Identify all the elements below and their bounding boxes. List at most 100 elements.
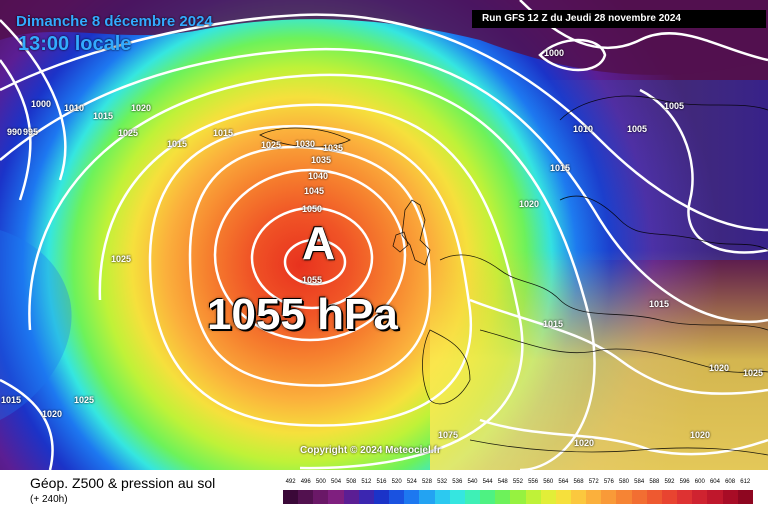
scale-tick-label: 556 xyxy=(528,479,539,485)
isobar-label: 1055 xyxy=(302,275,323,285)
isobar-label: 1020 xyxy=(709,363,730,373)
isobar-label: 1025 xyxy=(111,254,132,264)
scale-swatch xyxy=(540,490,556,504)
isobar-label: 1035 xyxy=(323,143,344,153)
scale-swatch xyxy=(692,490,708,504)
isobar-label: 1020 xyxy=(42,409,63,419)
isobar-label: 1000 xyxy=(31,99,52,109)
scale-tick-label: 612 xyxy=(740,479,751,485)
scale-swatch xyxy=(419,490,435,504)
scale-tick-label: 608 xyxy=(725,479,736,485)
scale-swatch xyxy=(389,490,405,504)
scale-tick-label: 540 xyxy=(467,479,478,485)
map-field xyxy=(0,0,768,470)
color-scale-bar xyxy=(283,490,753,504)
scale-tick-label: 508 xyxy=(346,479,357,485)
isobar-label: 1015 xyxy=(1,395,22,405)
scale-swatch xyxy=(570,490,587,504)
isobars xyxy=(0,0,768,470)
scale-swatch xyxy=(434,490,450,504)
scale-tick-label: 552 xyxy=(512,479,523,485)
isobar-label: 1000 xyxy=(544,48,565,58)
scale-tick-label: 512 xyxy=(361,479,372,485)
scale-tick-label: 520 xyxy=(391,479,402,485)
scale-swatch xyxy=(677,490,693,504)
scale-swatch xyxy=(495,490,511,504)
map-title: Géop. Z500 & pression au sol xyxy=(30,475,216,491)
isobar-label: 1025 xyxy=(261,140,282,150)
scale-tick-label: 544 xyxy=(482,479,493,485)
scale-swatch xyxy=(555,490,571,504)
scale-tick-label: 536 xyxy=(452,479,463,485)
scale-swatch xyxy=(328,490,344,504)
isobar-label: 1025 xyxy=(118,128,139,138)
forecast-range: (+ 240h) xyxy=(30,494,68,505)
scale-swatch xyxy=(343,490,359,504)
scale-swatch xyxy=(404,490,420,504)
scale-tick-label: 588 xyxy=(649,479,660,485)
isobar-label: 995 xyxy=(23,127,39,137)
isobar-label: 1010 xyxy=(573,124,594,134)
scale-swatch xyxy=(510,490,526,504)
isobar-label: 1005 xyxy=(627,124,648,134)
scale-tick-label: 584 xyxy=(634,479,645,485)
run-info: Run GFS 12 Z du Jeudi 28 novembre 2024 xyxy=(472,10,766,28)
isobar-label: 1050 xyxy=(302,204,323,214)
coastlines xyxy=(259,95,768,456)
isobar-label: 1015 xyxy=(543,319,564,329)
scale-tick-label: 524 xyxy=(406,479,417,485)
scale-tick-label: 576 xyxy=(603,479,614,485)
isobar-label: 1015 xyxy=(550,163,571,173)
color-scale-labels: 492 496 500 504 508 512 516 520 524 528 532 536 540 5… xyxy=(283,479,753,489)
isobar-label: 1040 xyxy=(308,171,329,181)
scale-swatch xyxy=(283,490,299,504)
scale-tick-label: 560 xyxy=(543,479,554,485)
scale-tick-label: 596 xyxy=(679,479,690,485)
scale-swatch xyxy=(631,490,647,504)
scale-tick-label: 496 xyxy=(300,479,311,485)
isobar-label: 1015 xyxy=(93,111,114,121)
isobar-label: 1025 xyxy=(74,395,95,405)
scale-swatch xyxy=(298,490,314,504)
isobar-label: 1005 xyxy=(664,101,685,111)
scale-swatch xyxy=(646,490,662,504)
scale-tick-label: 592 xyxy=(664,479,675,485)
scale-tick-label: 516 xyxy=(376,479,387,485)
isobar-label: 1015 xyxy=(213,128,234,138)
scale-swatch xyxy=(313,490,329,504)
scale-tick-label: 600 xyxy=(694,479,705,485)
isobar-label: 1025 xyxy=(743,368,764,378)
scale-swatch xyxy=(737,490,753,504)
high-pressure-value: 1055 hPa xyxy=(207,290,398,339)
scale-tick-label: 500 xyxy=(315,479,326,485)
isobar-label: 1020 xyxy=(690,430,711,440)
weather-map: Dimanche 8 décembre 2024 13:00 locale Ru… xyxy=(0,0,768,470)
forecast-date: Dimanche 8 décembre 2024 xyxy=(16,13,213,30)
scale-swatch xyxy=(601,490,617,504)
scale-swatch xyxy=(373,490,390,504)
isobar-label: 1035 xyxy=(311,155,332,165)
scale-swatch xyxy=(586,490,602,504)
scale-swatch xyxy=(616,490,632,504)
isobar-label: 1075 xyxy=(438,430,459,440)
scale-tick-label: 564 xyxy=(558,479,569,485)
scale-tick-label: 504 xyxy=(331,479,342,485)
isobar-label: 990 xyxy=(7,127,23,137)
scale-tick-label: 604 xyxy=(709,479,720,485)
scale-tick-label: 572 xyxy=(588,479,599,485)
scale-tick-label: 580 xyxy=(619,479,630,485)
isobar-label: 1020 xyxy=(131,103,152,113)
scale-swatch xyxy=(358,490,374,504)
scale-swatch xyxy=(480,490,496,504)
scale-tick-label: 548 xyxy=(497,479,508,485)
scale-tick-label: 492 xyxy=(285,479,296,485)
scale-swatch xyxy=(661,490,678,504)
isobar-label: 1010 xyxy=(64,103,85,113)
isobar-label: 1030 xyxy=(295,139,316,149)
scale-tick-label: 528 xyxy=(421,479,432,485)
isobar-label: 1045 xyxy=(304,186,325,196)
scale-tick-label: 568 xyxy=(573,479,584,485)
scale-swatch xyxy=(707,490,723,504)
isobar-label: 1020 xyxy=(519,199,540,209)
